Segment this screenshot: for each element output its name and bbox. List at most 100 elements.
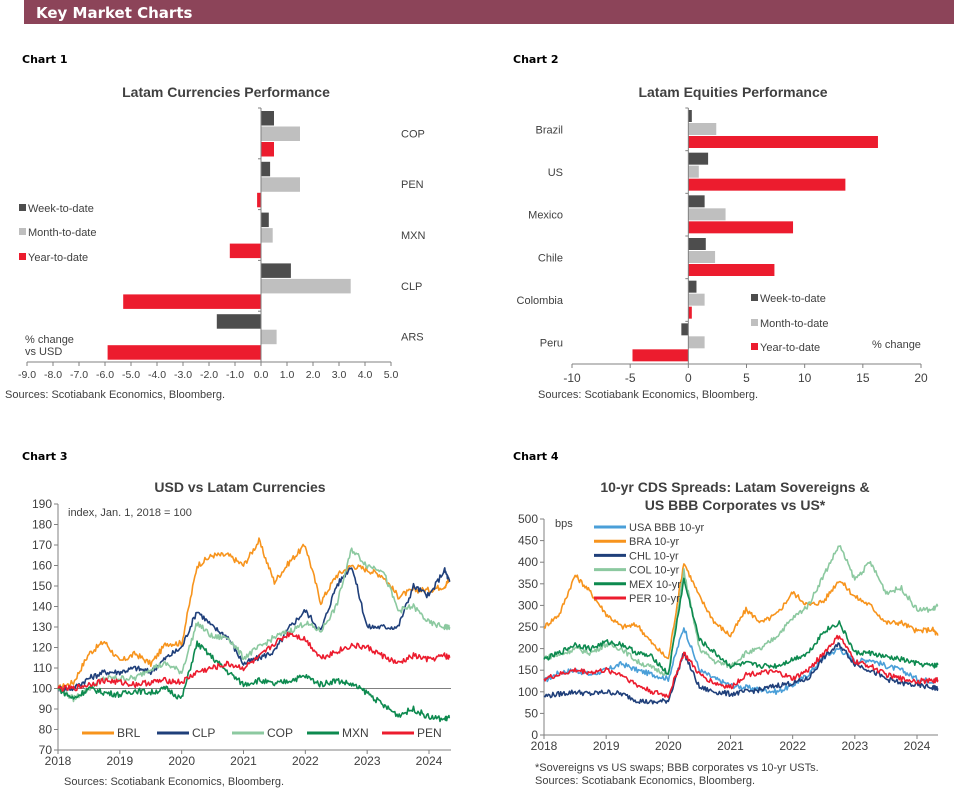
category-label: COP — [401, 128, 425, 140]
x-tick-label: 2023 — [841, 739, 868, 753]
x-tick-label: 4.0 — [358, 369, 373, 381]
y-tick-label: 250 — [518, 620, 538, 634]
x-tick-label: 3.0 — [332, 369, 347, 381]
legend-label: COP — [267, 726, 293, 740]
y-tick-label: 400 — [518, 555, 538, 569]
series-line-mxn — [57, 640, 451, 723]
category-label: CLP — [401, 281, 422, 293]
y-tick-label: 200 — [518, 642, 538, 656]
x-tick-label: 2022 — [779, 739, 806, 753]
bar-chile-year-to-date — [688, 264, 775, 276]
legend-swatch-month — [19, 228, 26, 235]
x-tick-label: 15 — [856, 371, 870, 385]
x-tick-label: 20 — [914, 371, 928, 385]
legend-label: COL 10-yr — [629, 565, 680, 577]
category-label: Mexico — [528, 210, 563, 222]
bar-mexico-month-to-date — [688, 208, 726, 221]
bar-chile-month-to-date — [688, 251, 716, 263]
x-tick-label: 2.0 — [306, 369, 321, 381]
chart2-legend: Week-to-date Month-to-date Year-to-date — [751, 293, 828, 354]
bar-clp-week-to-date — [261, 263, 291, 278]
series-line-per-10-yr — [543, 634, 939, 699]
chart4-label: Chart 4 — [513, 450, 559, 463]
bar-colombia-year-to-date — [688, 306, 692, 319]
x-tick-label: -8.0 — [44, 369, 62, 381]
y-tick-label: 0 — [531, 728, 538, 742]
x-tick-label: 0.0 — [254, 369, 269, 381]
y-tick-label: 500 — [518, 512, 538, 526]
legend-year: Year-to-date — [760, 342, 820, 354]
y-tick-label: 150 — [518, 663, 538, 677]
bar-ars-year-to-date — [107, 345, 261, 360]
legend-week: Week-to-date — [28, 203, 94, 215]
legend-week: Week-to-date — [760, 293, 826, 305]
header-bar — [24, 0, 954, 24]
bar-peru-week-to-date — [681, 323, 689, 336]
category-label: Brazil — [535, 124, 563, 136]
bar-mxn-year-to-date — [229, 243, 261, 259]
bar-pen-year-to-date — [257, 192, 261, 208]
legend-year: Year-to-date — [28, 252, 88, 264]
x-tick-label: -5.0 — [122, 369, 140, 381]
legend-label: CLP — [192, 726, 215, 740]
legend-label: PER 10-yr — [629, 593, 680, 605]
bar-us-month-to-date — [688, 165, 699, 178]
chart3-plot: 70 80 90 100 110 120 130 140 150 160 170 180 190 2018… — [32, 497, 451, 768]
x-tick-label: 5 — [743, 371, 750, 385]
x-tick-label: 1.0 — [280, 369, 295, 381]
y-tick-label: 170 — [32, 538, 52, 552]
chart4-footnote: *Sovereigns vs US swaps; BBB corporates … — [535, 762, 819, 774]
chart3-source: Sources: Scotiabank Economics, Bloomberg… — [64, 776, 284, 788]
y-tick-label: 80 — [39, 723, 53, 737]
series-line-col-10-yr — [543, 545, 939, 677]
x-tick-label: 2021 — [717, 739, 744, 753]
header-title: Key Market Charts — [36, 4, 192, 22]
bar-peru-month-to-date — [688, 336, 705, 349]
x-tick-label: 2023 — [354, 754, 381, 768]
x-tick-label: 2024 — [416, 754, 443, 768]
x-tick-label: -2.0 — [200, 369, 218, 381]
y-tick-label: 450 — [518, 534, 538, 548]
x-tick-label: 0 — [685, 371, 692, 385]
bar-chile-week-to-date — [688, 238, 706, 250]
x-tick-label: -7.0 — [70, 369, 88, 381]
bar-clp-month-to-date — [261, 278, 351, 294]
bar-peru-year-to-date — [632, 349, 689, 362]
x-tick-label: 2021 — [230, 754, 257, 768]
bar-mxn-week-to-date — [261, 212, 269, 228]
legend-label: BRL — [117, 726, 141, 740]
legend-label: USA BBB 10-yr — [629, 522, 705, 534]
chart2-axis: Brazil US Mexico Chile Colombia Peru -10 -5 0 5 10… — [517, 107, 928, 385]
legend-label: MXN — [342, 726, 369, 740]
bar-cop-week-to-date — [261, 111, 274, 126]
category-label: US — [548, 167, 563, 179]
y-tick-label: 140 — [32, 600, 52, 614]
y-tick-label: 190 — [32, 497, 52, 511]
x-tick-label: -6.0 — [96, 369, 114, 381]
chart3-label: Chart 3 — [22, 450, 68, 463]
y-tick-label: 100 — [32, 682, 52, 696]
y-tick-label: 120 — [32, 641, 52, 655]
chart3: USD vs Latam Currencies 70 80 90 100 110 120 1… — [32, 479, 451, 788]
y-tick-label: 130 — [32, 620, 52, 634]
bar-cop-month-to-date — [261, 126, 300, 141]
y-tick-label: 300 — [518, 598, 538, 612]
y-tick-label: 90 — [39, 702, 53, 716]
bar-ars-month-to-date — [261, 329, 277, 345]
legend-swatch-year — [751, 343, 758, 350]
category-label: MXN — [401, 230, 426, 242]
x-tick-label: -4.0 — [148, 369, 166, 381]
chart4-plot: 0 50 100 150 200 250 300 350 400 450 500 2018 2019 20… — [518, 512, 939, 753]
chart2-note: % change — [872, 339, 921, 351]
legend-swatch-month — [751, 319, 758, 326]
bar-clp-year-to-date — [123, 294, 261, 309]
chart4-title-line2: US BBB Corporates vs US* — [645, 497, 826, 513]
x-tick-label: 10 — [798, 371, 812, 385]
bar-us-week-to-date — [688, 152, 709, 165]
y-tick-label: 70 — [39, 743, 53, 757]
bar-colombia-month-to-date — [688, 293, 705, 306]
category-label: Colombia — [517, 295, 564, 307]
x-tick-label: 2020 — [168, 754, 195, 768]
bar-mexico-week-to-date — [688, 195, 705, 208]
